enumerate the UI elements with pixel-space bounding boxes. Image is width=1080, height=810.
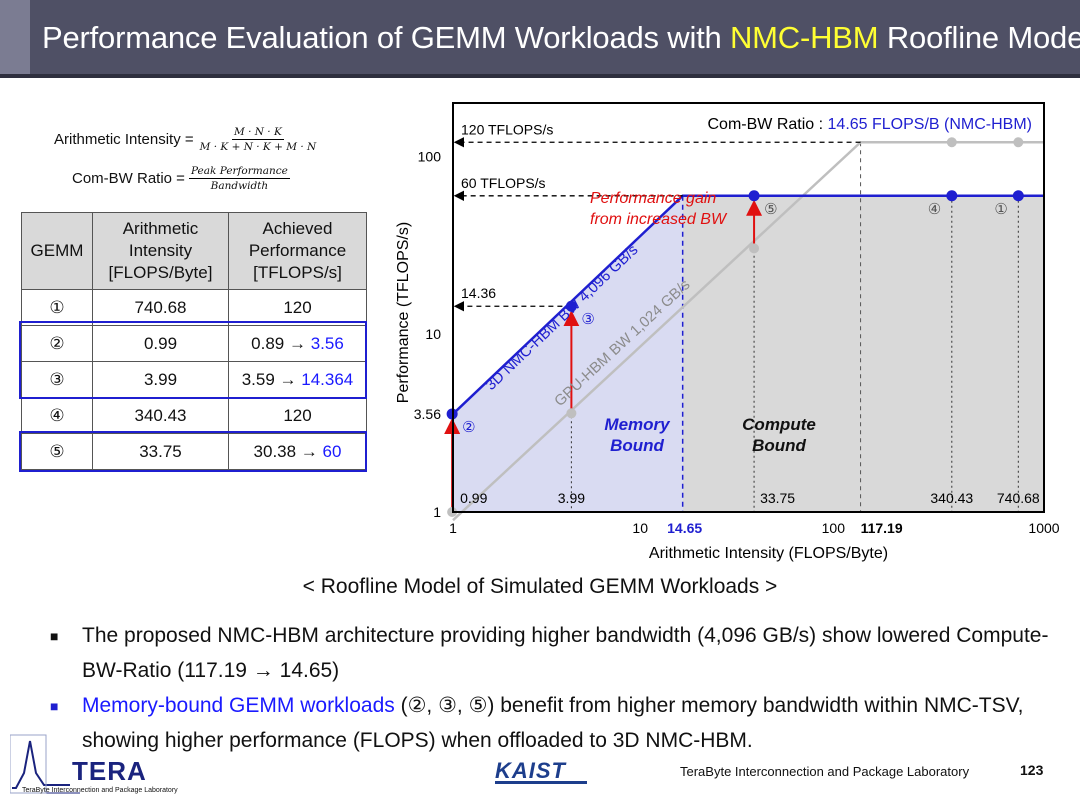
kaist-logo: KAIST <box>495 758 566 783</box>
x-value-label: 0.99 <box>460 490 487 506</box>
title-highlight: NMC-HBM <box>730 20 879 55</box>
point-label: ⑤ <box>764 201 777 218</box>
x-tick-label: 14.65 <box>667 520 702 536</box>
tera-wordmark: TERA <box>72 756 147 786</box>
gpu-data-point <box>566 408 577 419</box>
compute-bound-label: Bound <box>752 436 806 455</box>
memory-bound-label: Bound <box>610 436 664 455</box>
cbr-formula: Com-BW Ratio = Peak Performance Bandwidth <box>72 165 290 192</box>
y-axis-title: Performance (TFLOPS/s) <box>395 222 412 403</box>
nmc-data-point <box>748 190 760 202</box>
page-number: 123 <box>1020 762 1044 778</box>
point-label: ③ <box>581 311 594 328</box>
point-label: ② <box>462 419 475 436</box>
x-value-label: 340.43 <box>930 490 973 506</box>
x-tick-label: 1000 <box>1028 520 1059 536</box>
lab-name: TeraByte Interconnection and Package Lab… <box>680 764 970 779</box>
nmc-data-point <box>565 300 577 312</box>
y-tick-label: 100 <box>418 148 442 164</box>
y-tick-label: 3.56 <box>414 406 441 422</box>
perf-guide-label: 14.36 <box>461 285 496 301</box>
memory-bound-label: Memory <box>604 415 671 434</box>
table-row: ⑤ 33.75 30.38 → 60 <box>21 433 367 470</box>
gain-annotation-line2: from increased BW <box>590 211 728 228</box>
square-bullet-icon: ■ <box>50 628 59 644</box>
x-value-label: 33.75 <box>760 490 795 506</box>
x-tick-label: 1 <box>449 520 457 536</box>
col-gemm: GEMM <box>21 212 93 290</box>
chart-title-label: Com-BW Ratio : <box>708 116 828 133</box>
point-label: ① <box>994 201 1007 218</box>
x-value-label: 3.99 <box>558 490 585 506</box>
memory-bound-region <box>453 195 683 512</box>
lab-name-small: TeraByte Interconnection and Package Lab… <box>22 787 178 794</box>
x-tick-label: 117.19 <box>861 520 903 536</box>
y-tick-label: 1 <box>433 504 441 520</box>
x-tick-label: 100 <box>822 520 846 536</box>
col-perf: Achieved Performance [TFLOPS/s] <box>228 212 367 290</box>
highlight-box-row-5 <box>19 431 367 472</box>
gain-annotation-line1: Performance gain <box>590 190 716 207</box>
x-value-label: 740.68 <box>997 490 1040 506</box>
y-tick-label: 10 <box>425 326 441 342</box>
perf-guide-label: 120 TFLOPS/s <box>461 121 553 137</box>
x-axis-title: Arithmetic Intensity (FLOPS/Byte) <box>649 545 888 562</box>
bullet-item: ■ The proposed NMC-HBM architecture prov… <box>50 618 1060 688</box>
highlight-box-rows-2-3 <box>19 321 367 399</box>
roofline-chart: 120 TFLOPS/s 60 TFLOPS/s 14.36 ② ③ ⑤ ④ ① 1 10 14.6… <box>395 102 1060 562</box>
nmc-data-point <box>946 190 958 202</box>
table-row: ② 0.99 0.89 → 3.56 <box>21 325 367 362</box>
compute-bound-label: Compute <box>742 415 816 434</box>
chart-title: Com-BW Ratio : 14.65 FLOPS/B (NMC-HBM) <box>708 116 1033 133</box>
x-tick-label: 10 <box>632 520 648 536</box>
figure-caption: < Roofline Model of Simulated GEMM Workl… <box>302 575 778 598</box>
title-accent <box>0 0 30 74</box>
nmc-data-point <box>1012 190 1024 202</box>
compute-bound-region <box>682 195 1044 512</box>
plot-frame <box>452 102 1045 513</box>
title-underline <box>0 74 1080 78</box>
slide-title: Performance Evaluation of GEMM Workloads… <box>42 20 1080 55</box>
gpu-data-point <box>1013 137 1024 148</box>
table-row: ① 740.68 120 <box>21 289 367 326</box>
bullet-item: ■ Memory-bound GEMM workloads (②, ③, ⑤) … <box>50 688 1060 758</box>
tera-logo-icon <box>10 734 80 794</box>
chart-title-value: 14.65 FLOPS/B (NMC-HBM) <box>828 116 1032 133</box>
gpu-data-point <box>946 137 957 148</box>
point-label: ④ <box>928 201 941 218</box>
perf-guide-label: 60 TFLOPS/s <box>461 175 546 191</box>
kaist-underline <box>495 781 587 784</box>
table-row: ③ 3.99 3.59 → 14.364 <box>21 361 367 398</box>
square-bullet-icon: ■ <box>50 698 59 714</box>
title-bar: Performance Evaluation of GEMM Workloads… <box>0 0 1080 78</box>
gpu-data-point <box>749 243 760 254</box>
bullet-list: ■ The proposed NMC-HBM architecture prov… <box>50 618 1060 758</box>
